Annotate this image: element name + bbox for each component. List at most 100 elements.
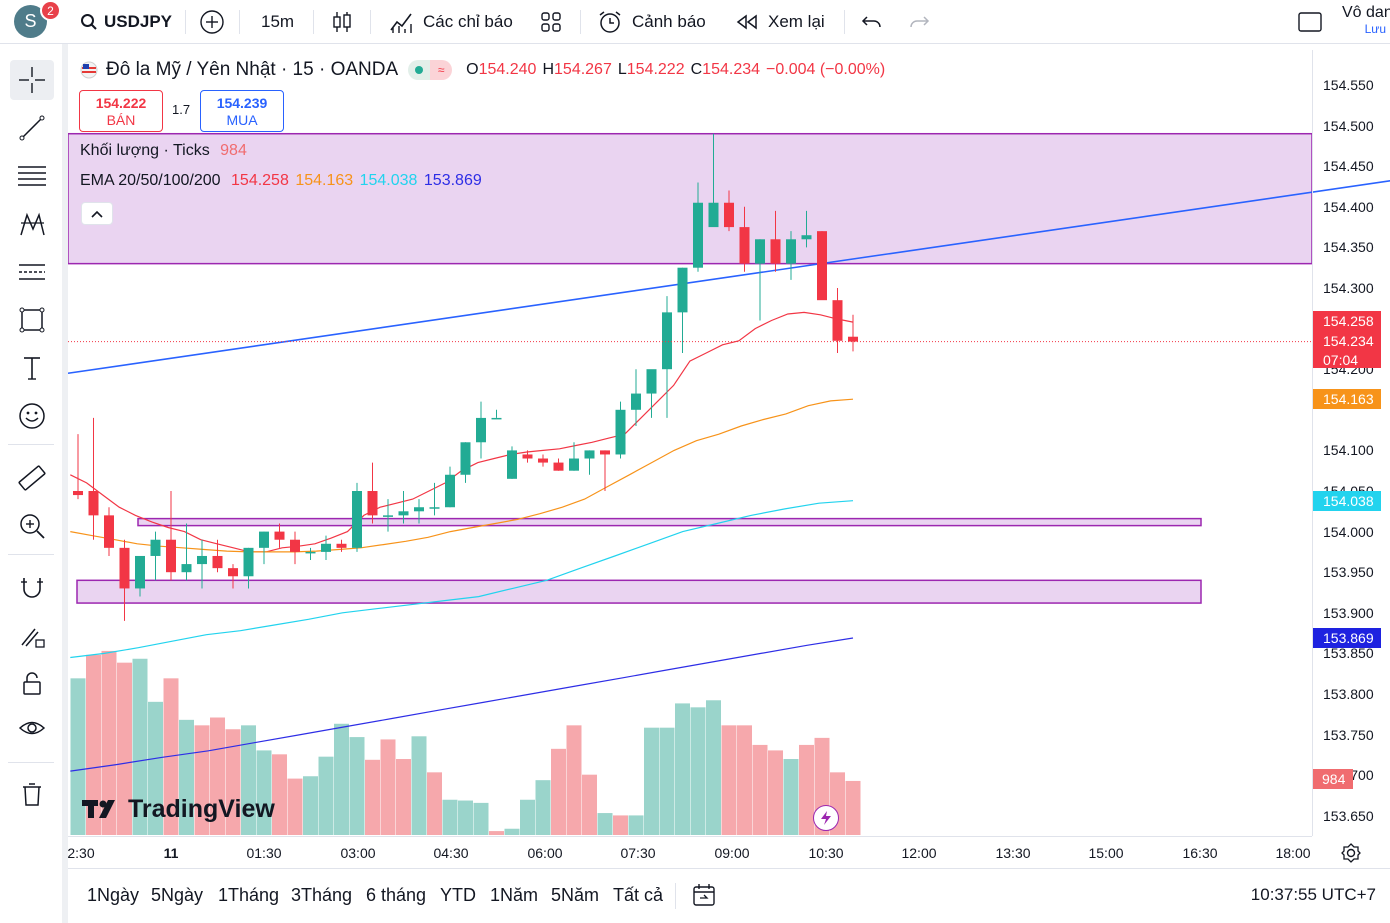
- candle-body: [367, 491, 378, 516]
- forecast-tool[interactable]: [10, 252, 54, 292]
- eye-icon: [18, 721, 46, 735]
- magnet-tool[interactable]: [10, 568, 54, 608]
- price-tag: 07:04: [1313, 351, 1381, 368]
- timezone-clock[interactable]: 10:37:55 UTC+7: [1250, 885, 1376, 904]
- range-button[interactable]: 5Năm: [551, 885, 600, 905]
- alerts-button[interactable]: Cảnh báo: [597, 0, 706, 44]
- text-tool[interactable]: [10, 348, 54, 388]
- notification-badge: 2: [40, 0, 61, 21]
- candle-body: [274, 531, 285, 540]
- candle-body: [88, 491, 99, 516]
- price-label: 154.000: [1323, 523, 1374, 540]
- layout-name: Vô dan: [1342, 4, 1390, 21]
- candle-body: [259, 531, 269, 548]
- range-button[interactable]: YTD: [440, 885, 476, 905]
- fullscreen-button[interactable]: [1297, 0, 1323, 44]
- replay-button[interactable]: Xem lại: [735, 0, 825, 44]
- candle-body: [522, 454, 533, 459]
- range-button[interactable]: 1Năm: [490, 885, 539, 905]
- volume-bar: [845, 780, 861, 835]
- ema200-line: [70, 637, 854, 772]
- magnet-icon: [21, 578, 43, 598]
- range-button[interactable]: 1Tháng: [218, 885, 280, 905]
- demand-line-zone: [137, 517, 1202, 527]
- search-icon: [81, 14, 97, 30]
- ruler-tool[interactable]: [10, 458, 54, 498]
- candle-body: [832, 300, 843, 341]
- candle-body: [383, 515, 393, 517]
- open-value: 154.240: [478, 61, 537, 78]
- range-button[interactable]: 6 tháng: [366, 885, 427, 905]
- compare-button[interactable]: [199, 0, 225, 44]
- plus-circle-icon: [200, 10, 224, 34]
- layout-name-button[interactable]: Vô dan Lưu: [1342, 4, 1390, 36]
- price-tag: 153.869: [1313, 627, 1381, 648]
- zoom-tool[interactable]: [10, 506, 54, 546]
- volume-bar: [303, 776, 318, 835]
- data-updates-indicator[interactable]: [813, 805, 839, 831]
- volume-bar: [70, 678, 86, 835]
- undo-button[interactable]: [861, 0, 883, 44]
- range-button[interactable]: Tất cả: [613, 885, 664, 905]
- candle-body: [290, 539, 300, 552]
- volume-bar: [117, 662, 132, 835]
- indicators-icon: [390, 13, 412, 33]
- price-label: 154.500: [1323, 117, 1374, 134]
- trend-line-tool[interactable]: [10, 108, 54, 148]
- rectangle-icon: [19, 307, 45, 333]
- redo-button[interactable]: [908, 0, 930, 44]
- hide-drawings-tool[interactable]: [10, 708, 54, 748]
- close-value: 154.234: [702, 61, 761, 78]
- candle-body: [166, 539, 176, 573]
- shapes-tool[interactable]: [10, 300, 54, 340]
- stay-in-drawing-tool[interactable]: [10, 616, 54, 656]
- interval-button[interactable]: 15m: [261, 0, 294, 44]
- volume-bar: [706, 700, 721, 835]
- goto-date-button[interactable]: [691, 882, 717, 913]
- crosshair-tool[interactable]: [10, 60, 54, 100]
- remove-drawings-tool[interactable]: [10, 774, 54, 814]
- range-button[interactable]: 1Ngày: [87, 885, 140, 905]
- chart-type-button[interactable]: [330, 0, 354, 44]
- sell-price: 154.222: [95, 95, 147, 111]
- volume-bar: [628, 815, 644, 835]
- volume-label: Khối lượng · Ticks: [80, 142, 210, 159]
- fib-tool[interactable]: [10, 156, 54, 196]
- buy-price: 154.239: [216, 95, 268, 111]
- sell-button[interactable]: 154.222 BÁN: [79, 90, 163, 132]
- time-label: 04:30: [433, 845, 469, 861]
- ema100-value: 154.038: [359, 172, 418, 189]
- chart-legend[interactable]: Đô la Mỹ / Yên Nhật · 15 · OANDA ≈ O154.…: [80, 57, 885, 83]
- tradingview-logo-icon: [82, 800, 115, 818]
- indicators-button[interactable]: Các chỉ báo: [389, 0, 513, 44]
- market-status[interactable]: ≈: [408, 60, 453, 80]
- symbol-search-button[interactable]: USDJPY: [80, 0, 172, 44]
- ema-legend[interactable]: EMA 20/50/100/200 154.258 154.163 154.03…: [80, 172, 482, 190]
- pattern-tool[interactable]: [10, 204, 54, 244]
- undo-icon: [861, 16, 881, 28]
- volume-bar: [613, 815, 628, 835]
- tradingview-watermark[interactable]: TradingView: [82, 794, 275, 824]
- candle-body: [848, 336, 858, 342]
- candle-body: [693, 202, 703, 268]
- range-button[interactable]: 5Ngày: [151, 885, 204, 905]
- collapse-legend-button[interactable]: [81, 202, 113, 225]
- volume-bar: [768, 750, 783, 835]
- volume-legend[interactable]: Khối lượng · Ticks 984: [80, 142, 247, 160]
- axis-settings-button[interactable]: [1341, 843, 1361, 868]
- buy-button[interactable]: 154.239 MUA: [200, 90, 284, 132]
- time-label: 01:30: [246, 845, 282, 861]
- price-label: 154.550: [1323, 77, 1374, 93]
- lock-drawings-tool[interactable]: [10, 664, 54, 704]
- close-label: C: [690, 61, 703, 78]
- candle-body: [724, 202, 734, 228]
- emoji-tool[interactable]: [10, 396, 54, 436]
- ruler-icon: [18, 465, 46, 491]
- volume-value: 984: [220, 142, 247, 159]
- time-label: 06:00: [527, 845, 563, 861]
- range-button[interactable]: 3Tháng: [291, 885, 353, 905]
- templates-button[interactable]: [540, 0, 562, 44]
- volume-bar: [256, 750, 272, 835]
- volume-bar: [241, 725, 256, 835]
